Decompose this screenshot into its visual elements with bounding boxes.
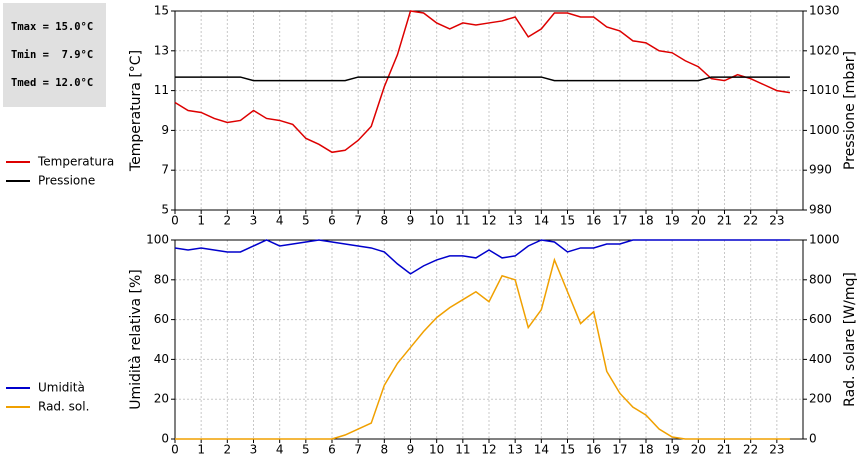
x-tick-label: 7 [354, 214, 362, 228]
x-tick-label: 8 [381, 214, 389, 228]
x-tick-label: 21 [717, 443, 732, 457]
x-tick-label: 4 [276, 214, 284, 228]
x-tick-label: 6 [328, 214, 336, 228]
x-tick-label: 0 [171, 443, 179, 457]
legend-label: Temperatura [37, 155, 114, 169]
x-tick-label: 10 [429, 443, 444, 457]
x-tick-label: 3 [250, 214, 258, 228]
y2-tick-label: 0 [809, 432, 817, 446]
x-tick-label: 20 [691, 214, 706, 228]
y-tick-label: 20 [154, 392, 169, 406]
y2-tick-label: 600 [809, 312, 832, 326]
y2-tick-label: 980 [809, 203, 832, 217]
y-tick-label: 11 [154, 83, 169, 97]
x-tick-label: 21 [717, 214, 732, 228]
y-tick-label: 5 [161, 203, 169, 217]
x-tick-label: 12 [481, 443, 496, 457]
stat-tmed: Tmed = 12.0°C [11, 77, 94, 89]
y-axis-title: Umidità relativa [%] [128, 269, 144, 410]
y-tick-label: 60 [154, 312, 169, 326]
x-tick-label: 22 [743, 214, 758, 228]
x-tick-label: 5 [302, 214, 310, 228]
x-tick-label: 10 [429, 214, 444, 228]
x-tick-label: 17 [612, 443, 627, 457]
x-tick-label: 15 [560, 443, 575, 457]
stat-tmin: Tmin = 7.9°C [11, 49, 94, 61]
x-tick-label: 20 [691, 443, 706, 457]
y-tick-label: 9 [161, 123, 169, 137]
x-tick-label: 2 [224, 443, 232, 457]
x-tick-label: 15 [560, 214, 575, 228]
series-line [175, 76, 790, 82]
y2-tick-label: 200 [809, 392, 832, 406]
y2-tick-label: 1010 [809, 83, 840, 97]
y2-axis-title: Rad. solare [W/mq] [842, 272, 858, 407]
y-tick-label: 13 [154, 43, 169, 57]
y-axis-title: Temperatura [°C] [128, 50, 144, 172]
x-tick-label: 17 [612, 214, 627, 228]
y-tick-label: 80 [154, 272, 169, 286]
x-tick-label: 18 [638, 214, 653, 228]
legend-label: Pressione [38, 174, 95, 188]
x-tick-label: 2 [224, 214, 232, 228]
x-tick-label: 1 [197, 443, 205, 457]
x-tick-label: 23 [769, 443, 784, 457]
x-tick-label: 23 [769, 214, 784, 228]
series-line [174, 10, 791, 154]
y2-tick-label: 1000 [809, 123, 840, 137]
stats-box: Tmax = 15.0°C Tmin = 7.9°C Tmed = 12.0°C [3, 3, 106, 107]
x-tick-label: 22 [743, 443, 758, 457]
x-tick-label: 12 [481, 214, 496, 228]
stat-tmax: Tmax = 15.0°C [11, 21, 94, 33]
x-tick-label: 7 [354, 443, 362, 457]
x-tick-label: 11 [455, 443, 470, 457]
legend-label: Umidità [38, 381, 85, 395]
series-line [175, 257, 790, 440]
y-tick-label: 40 [154, 352, 169, 366]
x-tick-label: 9 [407, 443, 415, 457]
x-tick-label: 6 [328, 443, 336, 457]
y-tick-label: 100 [146, 233, 169, 247]
y2-tick-label: 1000 [809, 233, 840, 247]
y-tick-label: 7 [161, 163, 169, 177]
x-tick-label: 13 [508, 214, 523, 228]
y2-tick-label: 800 [809, 272, 832, 286]
x-tick-label: 11 [455, 214, 470, 228]
x-tick-label: 9 [407, 214, 415, 228]
y-tick-label: 0 [161, 432, 169, 446]
x-tick-label: 8 [381, 443, 389, 457]
plot-frame [174, 10, 804, 211]
series-line [174, 239, 790, 275]
x-tick-label: 13 [508, 443, 523, 457]
x-tick-label: 14 [534, 214, 549, 228]
x-tick-label: 18 [638, 443, 653, 457]
y2-tick-label: 1020 [809, 43, 840, 57]
y2-axis-title: Pressione [mbar] [842, 51, 858, 170]
x-tick-label: 4 [276, 443, 284, 457]
x-tick-label: 19 [665, 214, 680, 228]
x-tick-label: 3 [250, 443, 258, 457]
x-tick-label: 19 [665, 443, 680, 457]
x-tick-label: 0 [171, 214, 179, 228]
x-tick-label: 16 [586, 443, 601, 457]
y-tick-label: 15 [154, 4, 169, 18]
x-tick-label: 16 [586, 214, 601, 228]
legend-label: Rad. sol. [38, 400, 89, 414]
x-tick-label: 1 [197, 214, 205, 228]
y2-tick-label: 990 [809, 163, 832, 177]
y2-tick-label: 400 [809, 352, 832, 366]
x-tick-label: 5 [302, 443, 310, 457]
y2-tick-label: 1030 [809, 4, 840, 18]
plot-frame [174, 239, 804, 440]
x-tick-label: 14 [534, 443, 549, 457]
